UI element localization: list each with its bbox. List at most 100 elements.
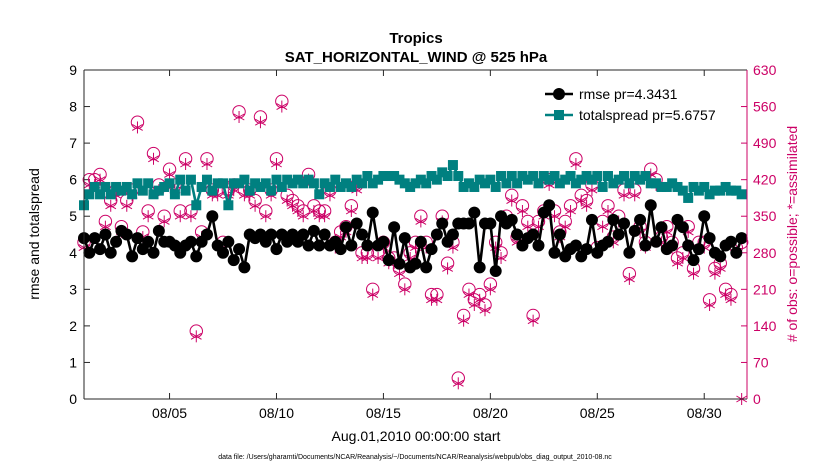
rmse-point <box>468 206 481 219</box>
obs-assimilated-point <box>260 210 272 223</box>
rmse-point <box>430 228 443 241</box>
totalspread-point <box>463 178 474 189</box>
totalspread-point <box>458 181 469 192</box>
totalspread-point <box>490 181 501 192</box>
totalspread-point <box>570 178 581 189</box>
totalspread-point <box>517 171 528 182</box>
totalspread-point <box>613 174 624 185</box>
obs-assimilated-point <box>677 252 689 264</box>
totalspread-point <box>169 189 180 200</box>
rmse-point <box>377 235 390 248</box>
obs-assimilated-point <box>142 210 154 223</box>
rmse-point <box>334 243 347 256</box>
totalspread-point <box>250 178 261 189</box>
totalspread-point <box>314 189 325 200</box>
totalspread-point <box>357 178 368 189</box>
obs-assimilated-point <box>565 205 577 217</box>
y2-tick-label: 630 <box>753 62 777 78</box>
totalspread-point <box>474 174 485 185</box>
rmse-point <box>152 224 165 237</box>
totalspread-point <box>298 178 309 189</box>
rmse-point <box>88 232 101 245</box>
y-tick-label: 8 <box>69 99 77 115</box>
rmse-point <box>414 235 427 248</box>
x-tick-label: 08/05 <box>152 405 187 421</box>
totalspread-point <box>303 174 314 185</box>
obs-assimilated-point <box>276 100 288 113</box>
y2-tick-label: 560 <box>753 99 777 115</box>
obs-assimilated-point <box>281 194 293 207</box>
axis-ticks: 0 1 2 3 4 5 6 7 8 9 0 70 140 210 280 350 420 490 560 630 08/… <box>69 62 776 421</box>
rmse-point <box>548 246 561 259</box>
obs-assimilated-point <box>623 272 635 285</box>
rmse-point <box>484 217 497 230</box>
totalspread-point <box>437 167 448 178</box>
obs-assimilated-point <box>704 299 716 311</box>
totalspread-point <box>635 174 646 185</box>
totalspread-point <box>715 185 726 196</box>
totalspread-point <box>132 178 143 189</box>
obs-assimilated-point <box>431 293 443 306</box>
totalspread-point <box>212 178 223 189</box>
y-tick-label: 7 <box>69 135 77 151</box>
y2-tick-label: 0 <box>753 391 761 407</box>
rmse-point <box>227 254 240 267</box>
totalspread-point <box>704 189 715 200</box>
totalspread-point <box>656 181 667 192</box>
chart-title: Tropics <box>389 30 442 47</box>
rmse-point <box>200 228 213 241</box>
rmse-point <box>543 199 556 212</box>
rmse-point <box>634 213 647 226</box>
totalspread-point <box>148 189 159 200</box>
rmse-point <box>601 235 614 248</box>
y-tick-label: 0 <box>69 391 77 407</box>
totalspread-point <box>121 181 132 192</box>
rmse-point <box>585 213 598 226</box>
obs-assimilated-point <box>367 288 379 301</box>
x-tick-label: 08/15 <box>366 405 401 421</box>
rmse-point <box>607 213 620 226</box>
obs-assimilated-point <box>313 210 325 223</box>
data-file-footer: data file: /Users/gharamti/Documents/NCA… <box>218 454 612 461</box>
totalspread-point <box>560 174 571 185</box>
obs-assimilated-point <box>688 267 700 280</box>
totalspread-point <box>394 174 405 185</box>
obs-assimilated-point <box>527 314 539 327</box>
totalspread-point <box>645 178 656 189</box>
legend-totalspread-label: totalspread pr=5.6757 <box>579 107 716 123</box>
obs-assimilated-point <box>575 194 587 207</box>
rmse-point <box>650 235 663 248</box>
obs-assimilated-point <box>458 314 470 327</box>
rmse-point <box>527 228 540 241</box>
rmse-point <box>735 232 748 245</box>
obs-assimilated-point <box>570 158 582 170</box>
rmse-point <box>714 250 727 263</box>
obs-assimilated-point <box>597 220 609 233</box>
rmse-point <box>366 206 379 219</box>
totalspread-point <box>367 178 378 189</box>
rmse-point <box>110 235 123 248</box>
obs-assimilated-point <box>426 293 438 306</box>
obs-assimilated-point <box>190 330 202 343</box>
totalspread-point <box>340 178 351 189</box>
obs-assimilated-point <box>105 199 117 212</box>
totalspread-point <box>688 181 699 192</box>
y2-tick-label: 210 <box>753 281 777 297</box>
totalspread-point <box>667 178 678 189</box>
totalspread-point <box>276 181 287 192</box>
rmse-point <box>233 243 246 256</box>
totalspread-point <box>351 174 362 185</box>
totalspread-point <box>378 171 389 182</box>
rmse-point <box>94 243 107 256</box>
y-tick-label: 4 <box>69 245 77 261</box>
rmse-point <box>618 217 631 230</box>
rmse-point <box>83 246 96 259</box>
totalspread-point <box>191 200 202 211</box>
totalspread-point <box>447 160 458 171</box>
totalspread-point <box>629 171 640 182</box>
y2-tick-label: 280 <box>753 245 777 261</box>
y2-tick-label: 490 <box>753 135 777 151</box>
rmse-point <box>120 228 133 241</box>
